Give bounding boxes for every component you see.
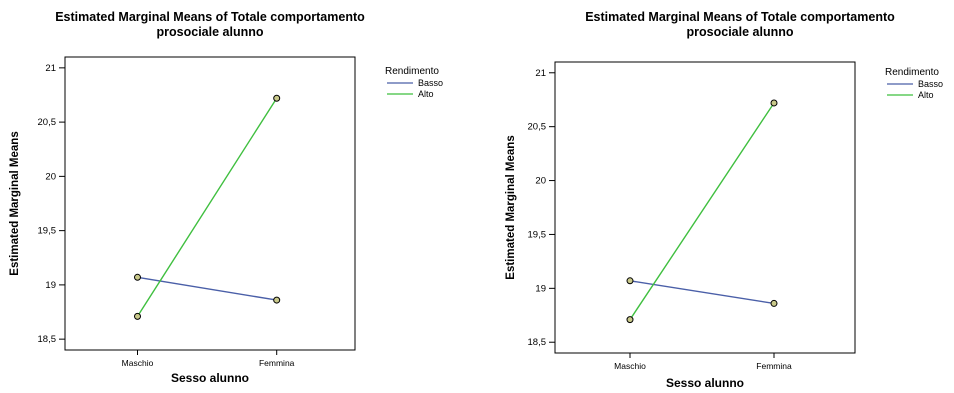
y-tick-label: 19	[45, 280, 56, 291]
y-tick-label: 18,5	[528, 337, 547, 348]
data-point-alto	[134, 312, 141, 320]
x-tick-label: Femmina	[259, 358, 295, 368]
y-tick-label: 18,5	[38, 334, 57, 345]
legend-label-basso: Basso	[418, 78, 443, 88]
y-tick-label: 19	[535, 283, 546, 294]
x-axis-label: Sesso alunno	[666, 376, 744, 388]
y-axis-label: Estimated Marginal Means	[505, 135, 517, 279]
chart-right-svg: Estimated Marginal Means of Totale compo…	[505, 10, 943, 390]
series-line-alto	[629, 102, 775, 320]
chart-left: Estimated Marginal Means of Totale compo…	[0, 0, 477, 388]
legend-title: Rendimento	[385, 66, 439, 77]
x-axis-label: Sesso alunno	[171, 371, 249, 385]
legend-label-alto: Alto	[418, 89, 434, 99]
data-point-basso	[273, 296, 281, 304]
y-tick-label: 21	[45, 63, 56, 74]
data-point-basso	[626, 277, 634, 285]
legend-title: Rendimento	[885, 67, 939, 78]
x-tick-label: Maschio	[122, 358, 154, 368]
x-tick-label: Maschio	[614, 361, 646, 371]
y-tick-label: 20	[535, 176, 546, 187]
data-point-alto	[626, 316, 634, 324]
y-tick-label: 20,5	[528, 122, 547, 133]
chart-title: Estimated Marginal Means of Totale compo…	[585, 10, 895, 24]
chart-left-svg: Estimated Marginal Means of Totale compo…	[9, 10, 443, 385]
y-axis-label: Estimated Marginal Means	[9, 131, 21, 275]
y-tick-label: 19,5	[38, 226, 57, 237]
series-line-alto	[136, 97, 278, 317]
y-tick-label: 20	[45, 171, 56, 182]
legend-label-alto: Alto	[918, 90, 934, 100]
data-point-alto	[770, 99, 778, 107]
data-point-alto	[273, 94, 281, 102]
y-tick-label: 21	[535, 68, 546, 79]
chart-subtitle: prosociale alunno	[157, 25, 264, 39]
y-tick-label: 20,5	[38, 117, 57, 128]
chart-title: Estimated Marginal Means of Totale compo…	[55, 10, 365, 24]
data-point-basso	[770, 299, 778, 307]
data-point-basso	[134, 273, 141, 281]
legend-label-basso: Basso	[918, 79, 943, 89]
chart-subtitle: prosociale alunno	[687, 25, 794, 39]
chart-right: Estimated Marginal Means of Totale compo…	[477, 0, 954, 390]
x-tick-label: Femmina	[756, 361, 792, 371]
y-tick-label: 19,5	[528, 229, 547, 240]
